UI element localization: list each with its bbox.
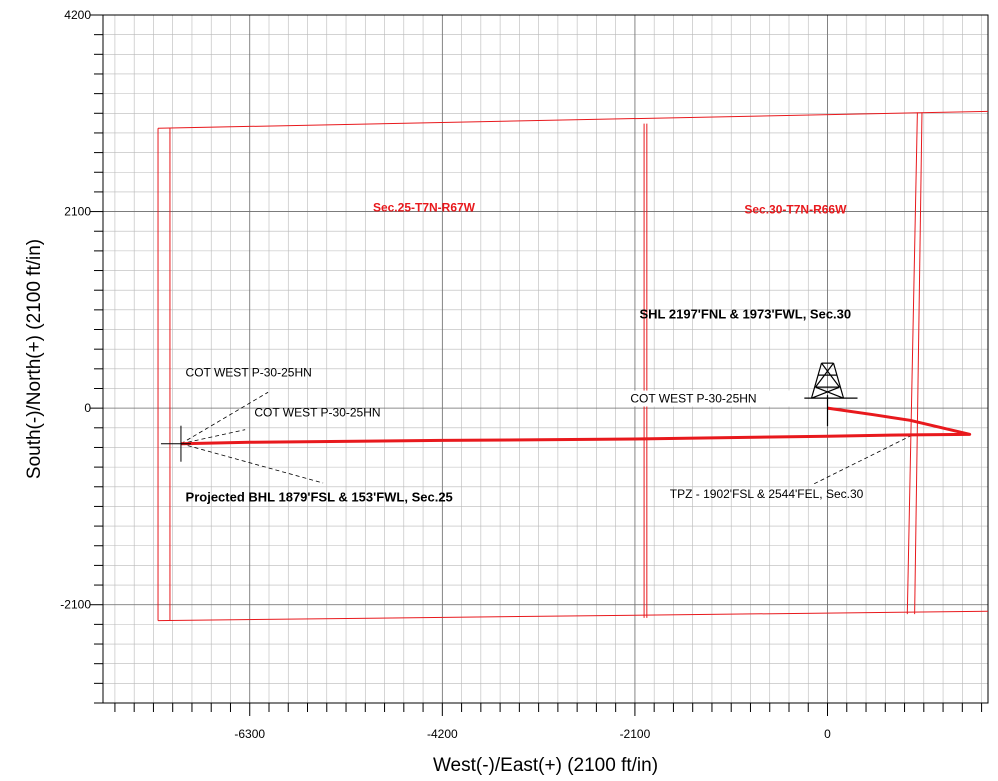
x-axis-title: West(-)/East(+) (2100 ft/in) <box>433 755 658 776</box>
annotation-leaders <box>180 391 913 485</box>
well-name-label: TPZ - 1902'FSL & 2544'FEL, Sec.30 <box>670 487 864 501</box>
section-label: Sec.25-T7N-R67W <box>373 201 476 215</box>
rig-stroke <box>832 362 845 399</box>
well-location-label: SHL 2197'FNL & 1973'FWL, Sec.30 <box>640 306 852 321</box>
wellpath-line <box>180 406 972 446</box>
rig-stroke <box>815 362 834 388</box>
axis-ticks: -6300 -4200 -2100 0 4200 2100 0 -2100 <box>60 8 983 741</box>
rig-stroke <box>815 386 844 399</box>
y-axis-title: South(-)/North(+) (2100 ft/in) <box>24 239 45 479</box>
section-boundary-line <box>906 112 918 615</box>
grid <box>103 14 988 704</box>
section-label: Sec.30-T7N-R66W <box>744 202 847 216</box>
rig-stroke <box>811 386 840 399</box>
rig-stroke <box>821 362 840 388</box>
section-boundary-line <box>914 112 923 615</box>
y-tick-label: 2100 <box>64 205 91 219</box>
well-name-label: COT WEST P-30-25HN <box>254 406 380 420</box>
plot-frame <box>102 14 989 704</box>
rig-icon <box>797 362 858 427</box>
x-tick-label: -4200 <box>427 727 458 741</box>
leader-line <box>813 434 913 485</box>
section-boundaries <box>157 110 989 622</box>
well-location-label: Projected BHL 1879'FSL & 153'FWL, Sec.25 <box>186 490 453 505</box>
annotation-labels: Sec.25-T7N-R67W Sec.30-T7N-R66W SHL 2197'F… <box>186 201 864 505</box>
x-tick-label: -2100 <box>620 727 651 741</box>
section-boundary-line <box>158 610 989 622</box>
leader-line <box>180 443 324 484</box>
x-tick-label: -6300 <box>234 727 265 741</box>
y-tick-label: 0 <box>84 401 91 415</box>
leader-line <box>180 391 269 445</box>
well-name-label: COT WEST P-30-25HN <box>630 392 756 406</box>
rig-stroke <box>810 362 823 399</box>
y-tick-label: 4200 <box>64 8 91 22</box>
label-background <box>628 390 805 407</box>
wellpath-layer <box>160 406 972 462</box>
leader-line <box>180 429 246 445</box>
x-tick-label: 0 <box>824 727 831 741</box>
section-boundary-line <box>158 110 989 129</box>
well-name-label: COT WEST P-30-25HN <box>186 365 312 379</box>
y-tick-label: -2100 <box>60 598 91 612</box>
